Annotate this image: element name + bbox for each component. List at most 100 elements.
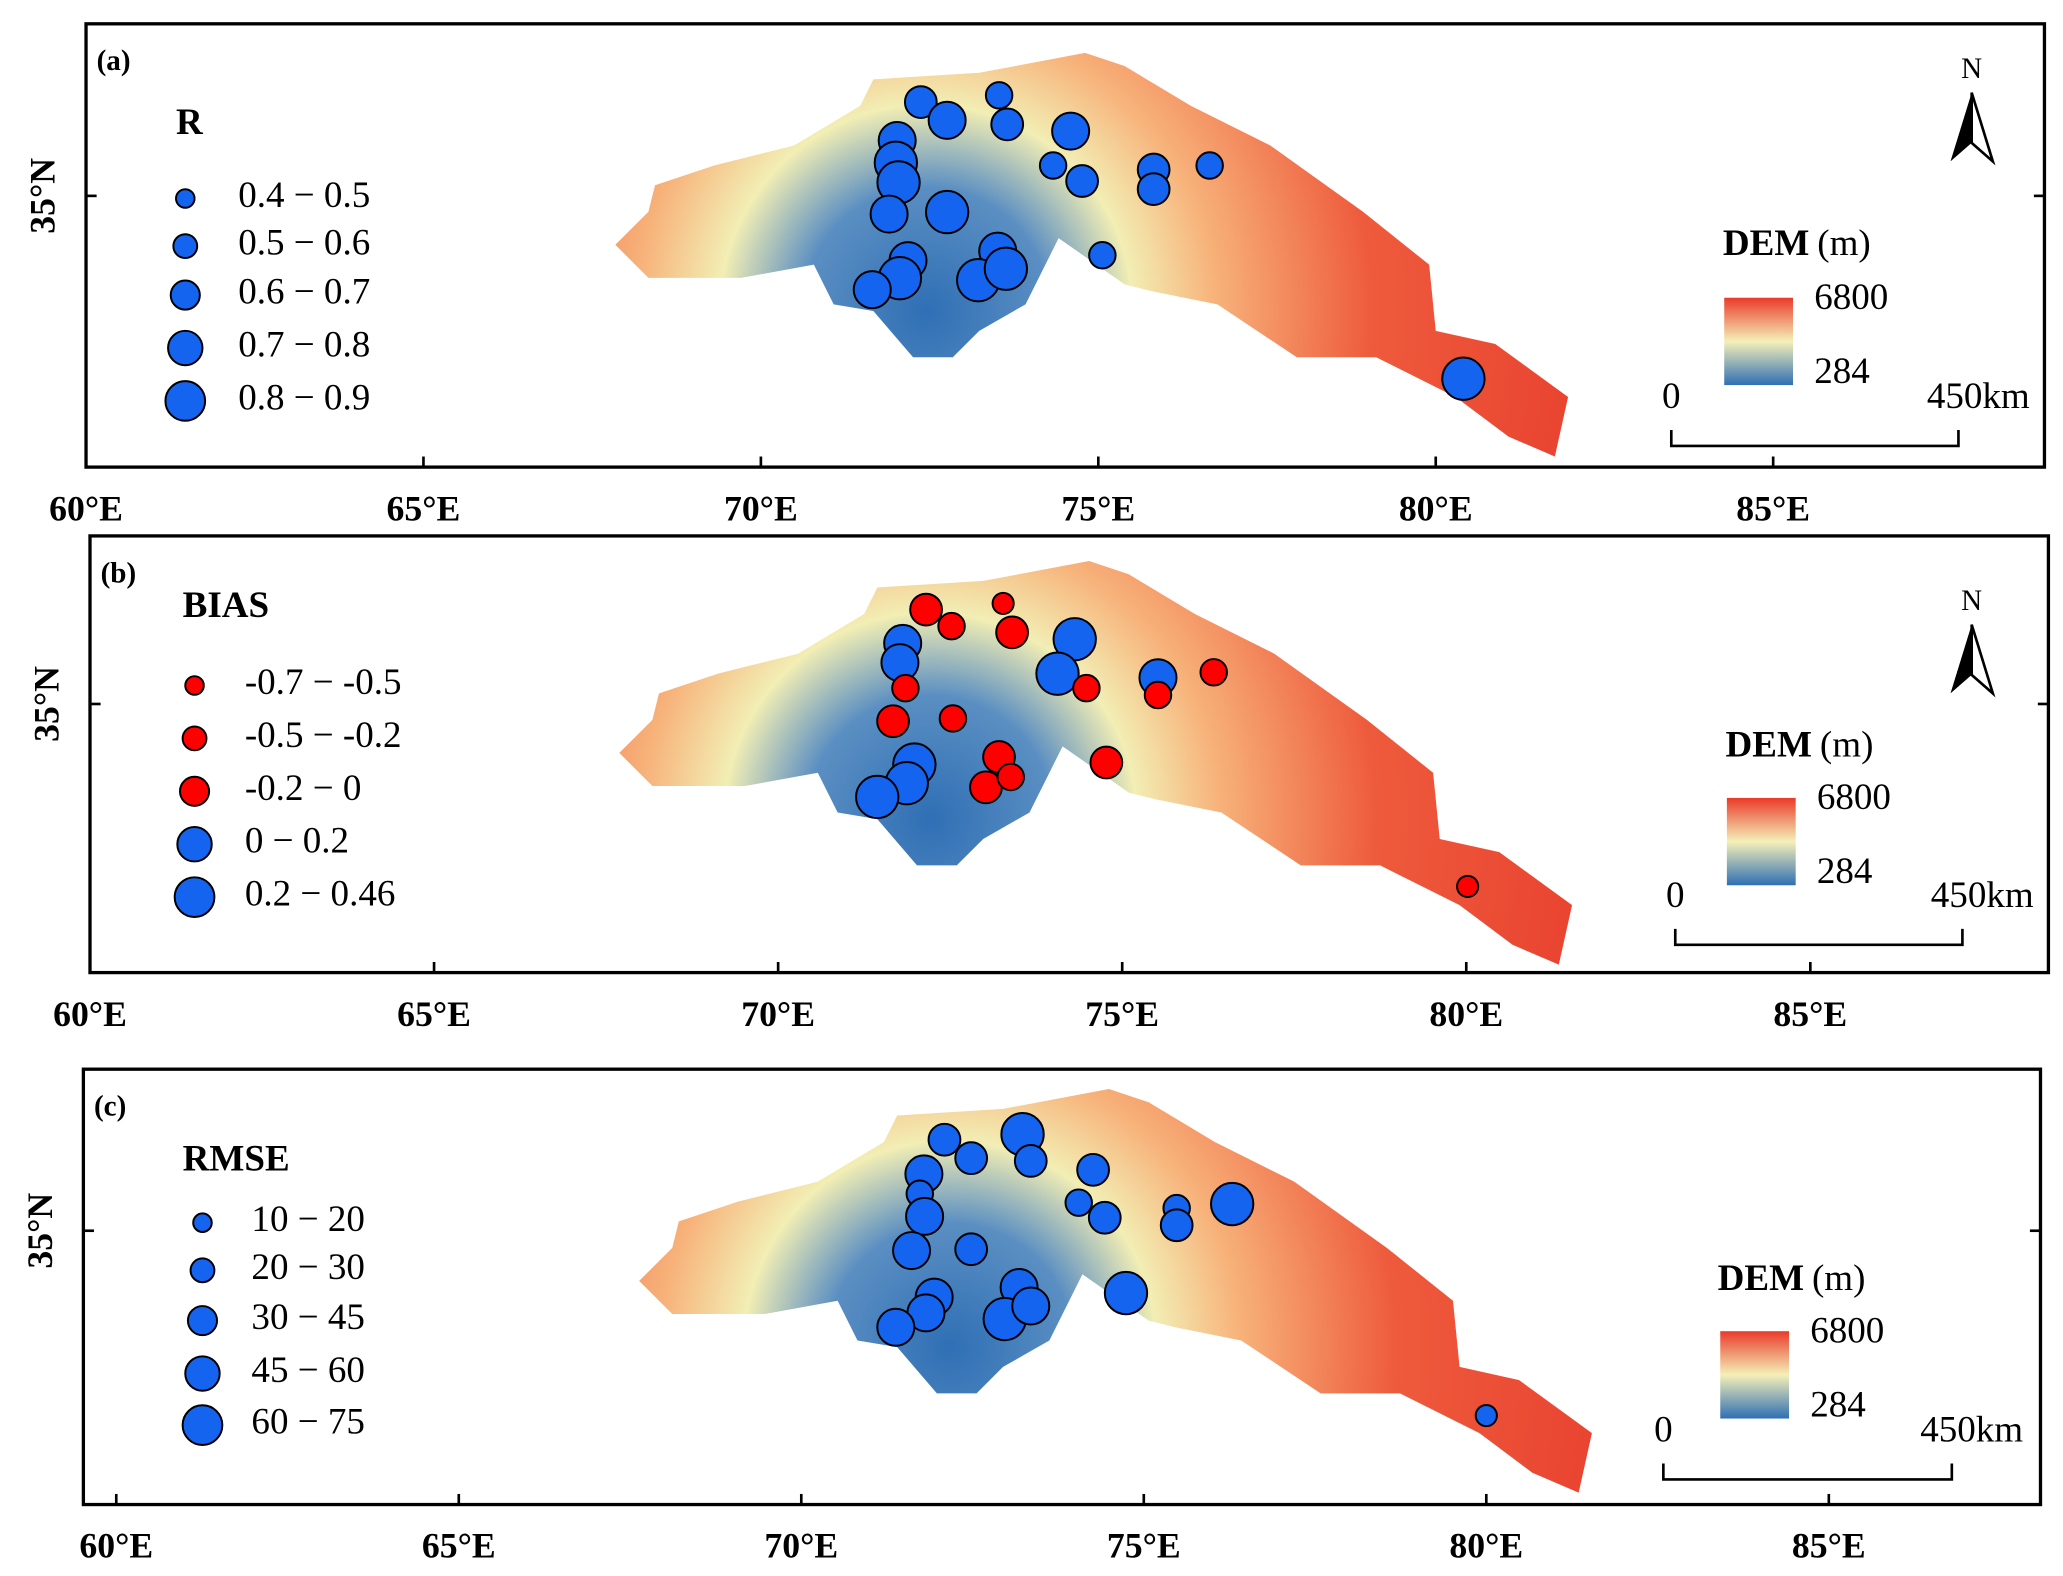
station [1013,1144,1048,1178]
legend-symbol [186,1305,219,1337]
dem-max: 6800 [1817,777,1891,818]
station [1051,111,1091,151]
legend-label: 0.2 − 0.46 [245,874,396,915]
north-arrow [1970,624,1996,698]
legend-label: 0 − 0.2 [245,821,349,862]
dem-colorbar [1724,297,1794,386]
x-tick-label: 65°E [387,488,461,528]
station [924,189,970,235]
station [1195,151,1224,180]
x-tick-label: 75°E [1061,488,1135,528]
station [1072,673,1101,703]
y-tick-label: 35°N [27,666,67,742]
station [855,774,900,820]
station [984,81,1014,110]
dem-colorbar [1726,797,1796,886]
dem-min: 284 [1810,1384,1866,1425]
legend-label: 0.6 − 0.7 [238,272,370,313]
station [1441,356,1486,401]
x-tick-label: 80°E [1449,1526,1523,1566]
legend-symbol [164,380,207,422]
north-arrow [1950,92,1972,162]
station [1209,1181,1255,1227]
station [869,194,909,234]
dem-title: DEM [1718,1257,1804,1298]
y-tick-label: 35°N [23,158,63,234]
station [1103,1270,1149,1316]
x-tick-label: 80°E [1429,994,1503,1034]
x-tick-label: 70°E [764,1526,838,1566]
legend-label: 30 − 45 [251,1297,365,1338]
dem-title: DEM (m) [1723,223,1871,264]
station [1065,164,1099,198]
station [1064,1188,1093,1217]
dem-unit: (m) [1812,1257,1866,1298]
legend-symbol [178,775,211,807]
scale-bar [1673,928,1964,947]
panel-label: (c) [94,1091,126,1123]
north-arrow [1970,92,1996,166]
station [1199,658,1228,687]
x-tick-label: 60°E [49,488,123,528]
legend-label: 0.8 − 0.9 [238,377,370,418]
panel-label: (a) [97,45,131,77]
dem-min: 284 [1817,851,1873,892]
dem-title: DEM (m) [1718,1257,1866,1298]
legend-title: RMSE [183,1138,290,1179]
north-arrow [1950,624,1972,694]
legend-label: 45 − 60 [251,1350,365,1391]
legend-symbol [175,188,196,209]
panel-frame [88,534,2051,975]
scale-end: 450km [1931,875,2034,916]
north-label: N [1961,53,1982,85]
legend-symbol [184,675,205,696]
legend-symbol [173,876,216,919]
legend-symbol [184,1355,221,1392]
station [909,592,943,627]
station [876,704,910,739]
station [938,704,968,733]
x-tick-label: 60°E [53,994,127,1034]
dem-title: DEM [1726,724,1812,765]
x-tick-label: 65°E [397,994,471,1034]
x-tick-label: 70°E [741,994,815,1034]
dem-colorbar [1720,1331,1790,1419]
station [1038,151,1068,180]
station [995,615,1029,650]
legend-label: 60 − 75 [251,1402,365,1443]
legend-label: -0.7 − -0.5 [245,662,402,703]
station [1087,1200,1122,1235]
station [1089,745,1124,780]
station [1143,680,1173,710]
dem-unit: (m) [1820,724,1874,765]
dem-unit: (m) [1817,223,1871,264]
station [1035,651,1080,696]
station [983,246,1029,291]
scale-end: 450km [1920,1410,2023,1451]
x-tick-label: 70°E [724,488,798,528]
x-tick-label: 75°E [1107,1526,1181,1566]
station [954,1141,989,1176]
panel-label: (b) [101,557,137,589]
scale-end: 450km [1927,376,2030,417]
dem-max: 6800 [1810,1310,1884,1351]
legend-label: 0.5 − 0.6 [238,223,370,264]
x-tick-label: 80°E [1399,488,1473,528]
station [905,1196,945,1236]
dem-title: DEM [1723,223,1809,264]
scale-start: 0 [1662,376,1681,417]
station [937,611,966,641]
legend-symbol [181,725,208,752]
scale-bar [1669,430,1960,448]
dem-title: DEM (m) [1726,724,1874,765]
station [927,100,967,140]
panel-frame [84,22,2047,469]
x-tick-label: 65°E [422,1526,496,1566]
scale-bar [1662,1463,1954,1481]
station [852,270,892,310]
legend-label: 0.7 − 0.8 [238,325,370,366]
x-tick-label: 85°E [1792,1526,1866,1566]
legend-title: R [176,102,204,143]
legend-label: 0.4 − 0.5 [238,175,370,216]
